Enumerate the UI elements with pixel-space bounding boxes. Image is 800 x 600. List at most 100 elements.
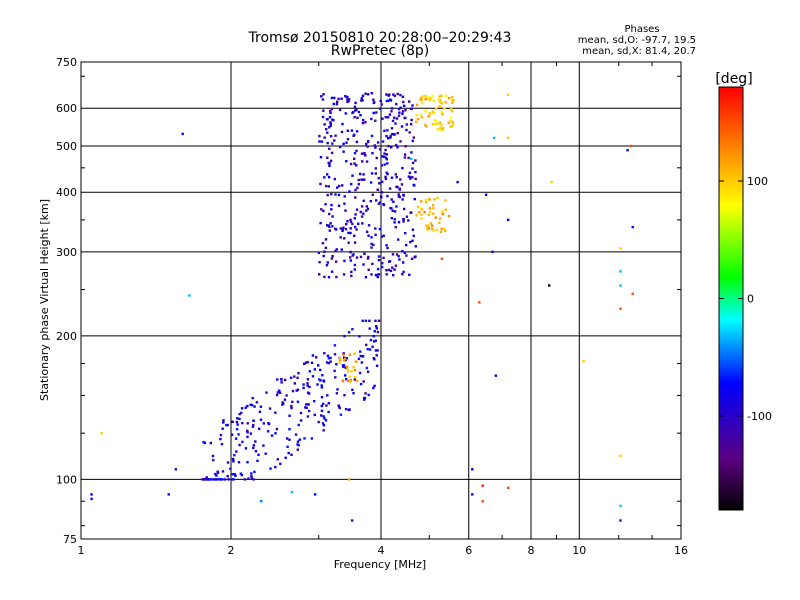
data-point	[395, 117, 399, 120]
stats-line-o: mean, sd,O: -97.7, 19.5	[578, 35, 696, 46]
data-point	[364, 392, 367, 395]
data-point	[430, 111, 433, 114]
data-point	[385, 171, 388, 174]
data-point	[380, 265, 384, 269]
data-point	[348, 353, 351, 356]
data-point	[369, 181, 373, 184]
data-point	[338, 184, 341, 188]
data-point	[429, 97, 433, 100]
data-point	[236, 417, 239, 420]
data-point	[405, 123, 408, 126]
data-point	[449, 125, 452, 129]
data-point	[443, 107, 446, 110]
data-point	[294, 433, 298, 436]
data-point	[360, 152, 364, 155]
data-point	[444, 229, 447, 233]
data-point	[296, 400, 300, 403]
data-point	[322, 429, 325, 432]
data-point	[411, 167, 414, 170]
data-point	[290, 406, 293, 410]
data-point	[333, 344, 337, 347]
data-point	[400, 183, 404, 186]
data-point	[395, 205, 398, 208]
data-point	[412, 234, 415, 238]
data-point	[432, 212, 435, 215]
data-point	[303, 437, 306, 440]
data-point	[449, 116, 452, 119]
data-point	[366, 145, 369, 148]
data-point	[375, 199, 378, 202]
data-point	[440, 124, 443, 127]
data-point	[306, 415, 310, 418]
colorbar-tick-label: -100	[747, 410, 772, 423]
data-point	[411, 239, 414, 242]
data-point	[317, 420, 320, 424]
data-point	[368, 348, 372, 351]
data-point	[432, 111, 436, 115]
data-point	[394, 173, 397, 176]
data-point	[274, 411, 277, 414]
data-point	[307, 403, 310, 406]
data-point	[241, 440, 244, 444]
data-point	[306, 378, 310, 381]
data-point	[324, 419, 328, 422]
data-point	[411, 139, 414, 143]
data-point	[404, 232, 407, 235]
data-point	[250, 475, 253, 478]
data-point	[351, 111, 354, 115]
data-point	[414, 170, 417, 174]
data-point	[376, 267, 380, 271]
data-point	[212, 458, 215, 462]
data-point	[341, 379, 345, 383]
data-point	[349, 231, 352, 235]
data-point	[507, 93, 510, 97]
data-point	[387, 144, 390, 148]
data-point	[396, 131, 399, 135]
data-point	[311, 354, 315, 357]
data-point	[405, 128, 408, 132]
data-point	[365, 230, 369, 233]
data-point	[252, 423, 255, 427]
data-point	[356, 379, 359, 383]
data-point	[338, 108, 342, 112]
data-point	[233, 473, 237, 476]
data-point	[219, 437, 222, 441]
data-point	[359, 114, 362, 117]
data-point	[425, 125, 428, 128]
data-point	[334, 193, 337, 196]
data-point	[340, 248, 343, 251]
data-point	[619, 270, 622, 273]
data-point	[374, 167, 377, 170]
data-point	[364, 276, 368, 279]
data-point	[296, 388, 300, 391]
data-point	[416, 205, 420, 209]
data-point	[305, 403, 308, 406]
data-point	[215, 474, 218, 477]
data-point	[397, 238, 400, 241]
data-point	[395, 176, 398, 179]
data-point	[631, 292, 634, 295]
data-point	[218, 477, 221, 481]
data-point	[360, 215, 364, 218]
data-point	[405, 215, 409, 218]
data-point	[398, 111, 401, 114]
data-point	[415, 103, 419, 107]
data-point	[373, 144, 376, 147]
data-point	[381, 117, 384, 120]
data-point	[216, 471, 220, 474]
data-point	[326, 394, 329, 397]
data-point	[362, 199, 365, 202]
data-point	[441, 127, 445, 130]
data-point	[438, 105, 441, 108]
data-point	[363, 178, 366, 181]
data-point	[385, 158, 388, 161]
data-point	[371, 193, 374, 196]
data-point	[236, 423, 239, 426]
data-point	[619, 307, 622, 310]
data-point	[335, 392, 339, 395]
data-point	[437, 98, 440, 101]
data-point	[386, 162, 389, 165]
data-point	[307, 409, 311, 413]
data-point	[232, 478, 235, 481]
